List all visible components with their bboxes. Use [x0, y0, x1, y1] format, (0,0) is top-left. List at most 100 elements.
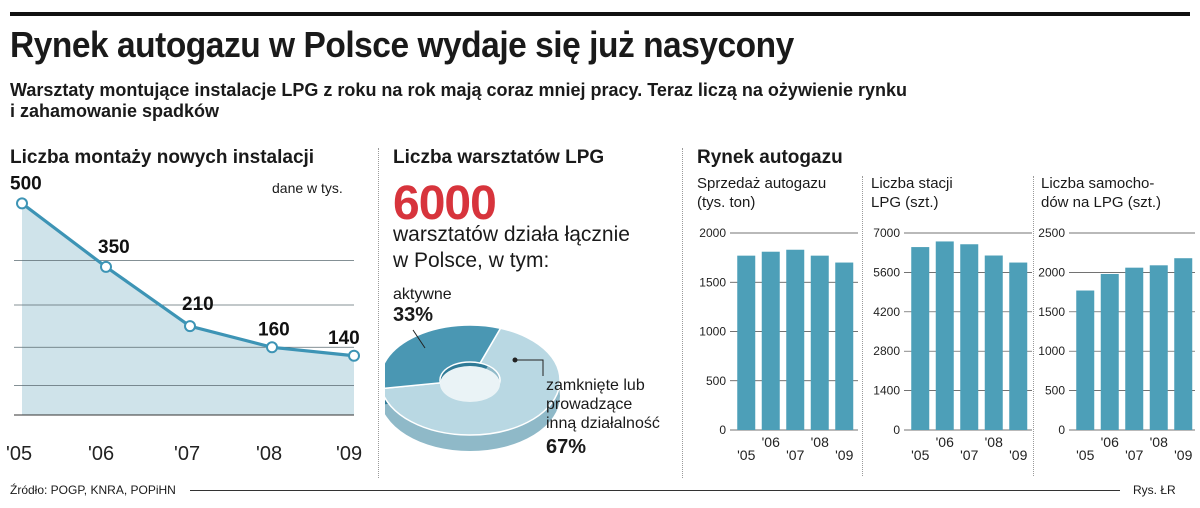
y-tick-label: 2500 — [1038, 226, 1065, 240]
closed-label: zamknięte lub prowadzące inną działalnoś… — [546, 376, 660, 433]
bar — [1149, 265, 1168, 430]
data-label: 350 — [98, 237, 130, 258]
y-tick-label: 1500 — [1038, 305, 1065, 319]
sales-title: Sprzedaż autogazu (tys. ton) — [697, 174, 826, 212]
x-tick-label: '05 — [911, 447, 929, 463]
x-tick-label: '09 — [336, 443, 362, 465]
cars-bar-chart: 0 500 1000 1500 2000 2500 '05 '06 '07 '08 '09 — [1038, 226, 1195, 463]
stations-bar-chart: 0 1400 2800 4200 5600 7000 '05 '06 '07 '08 '09 — [873, 226, 1032, 463]
y-tick-label: 500 — [1045, 384, 1065, 398]
bar — [1125, 267, 1144, 430]
y-tick-label: 1000 — [699, 325, 726, 339]
closed-label-line-2: prowadzące — [546, 396, 633, 413]
y-tick-label: 0 — [893, 423, 900, 437]
bar — [935, 241, 954, 430]
x-tick-label: '09 — [1009, 447, 1027, 463]
workshops-desc-line-1: warsztatów działa łącznie — [393, 223, 630, 246]
subtitle-line-1: Warsztaty montujące instalacje LPG z rok… — [10, 80, 907, 100]
headline: Rynek autogazu w Polsce wydaje się już n… — [10, 24, 794, 65]
bar — [911, 247, 930, 430]
area-fill — [22, 203, 354, 415]
closed-value: 67% — [546, 436, 587, 458]
data-label: 500 — [10, 173, 42, 194]
y-tick-label: 1000 — [1038, 344, 1065, 358]
bar — [984, 255, 1003, 430]
y-tick-label: 7000 — [873, 226, 900, 240]
bar — [786, 249, 805, 430]
donut-hole — [440, 366, 500, 402]
workshops-desc-line-2: w Polsce, w tym: — [393, 249, 550, 272]
bar — [1009, 262, 1028, 430]
workshops-description: warsztatów działa łącznie w Polsce, w ty… — [393, 222, 673, 274]
cars-title-line-2: dów na LPG (szt.) — [1041, 194, 1162, 211]
data-point — [348, 349, 360, 362]
x-tick-label: '07 — [960, 447, 978, 463]
bar — [1100, 273, 1119, 430]
workshops-donut-chart — [385, 324, 561, 451]
stations-title-line-1: Liczba stacji — [871, 175, 953, 192]
x-tick-label: '09 — [1174, 447, 1192, 463]
bar — [1174, 258, 1193, 430]
section-divider-1 — [378, 148, 379, 478]
x-tick-label: '06 — [88, 443, 114, 465]
x-tick-label: '05 — [1076, 447, 1094, 463]
closed-label-line-3: inną działalność — [546, 415, 660, 432]
bar — [761, 251, 780, 430]
mini-divider-1 — [862, 176, 863, 476]
y-tick-label: 2000 — [699, 226, 726, 240]
leader-dot — [512, 357, 518, 363]
x-tick-label: '08 — [985, 434, 1003, 450]
x-tick-label: '05 — [737, 447, 755, 463]
y-tick-label: 0 — [1058, 423, 1065, 437]
bar — [960, 244, 979, 430]
stations-title: Liczba stacji LPG (szt.) — [871, 174, 953, 212]
bar — [835, 262, 854, 430]
y-tick-label: 1400 — [873, 384, 900, 398]
x-tick-label: '05 — [6, 443, 32, 465]
x-tick-label: '08 — [256, 443, 282, 465]
y-tick-label: 2000 — [1038, 265, 1065, 279]
subtitle: Warsztaty montujące instalacje LPG z rok… — [10, 80, 1160, 122]
active-value: 33% — [393, 304, 434, 326]
installations-title: Liczba montaży nowych instalacji — [10, 147, 315, 168]
x-tick-label: '07 — [174, 443, 200, 465]
x-tick-label: '06 — [1101, 434, 1119, 450]
section-divider-2 — [682, 148, 683, 478]
y-tick-label: 2800 — [873, 344, 900, 358]
y-tick-label: 5600 — [873, 265, 900, 279]
data-point — [16, 197, 28, 210]
leader-line-closed — [515, 359, 544, 376]
donut-slice-active — [385, 324, 502, 389]
workshops-title: Liczba warsztatów LPG — [393, 147, 605, 168]
data-label: 210 — [182, 294, 214, 315]
data-point — [266, 341, 278, 354]
bar — [737, 255, 756, 430]
footer-rule — [190, 490, 1120, 491]
data-point — [100, 260, 112, 273]
y-tick-label: 500 — [706, 374, 726, 388]
y-tick-label: 4200 — [873, 305, 900, 319]
data-point — [184, 320, 196, 333]
sales-title-line-2: (tys. ton) — [697, 194, 756, 211]
x-tick-label: '07 — [1125, 447, 1143, 463]
bar — [1076, 290, 1095, 430]
active-label: aktywne — [393, 286, 452, 303]
top-rule — [10, 12, 1190, 16]
y-tick-label: 1500 — [699, 275, 726, 289]
stations-title-line-2: LPG (szt.) — [871, 194, 939, 211]
sales-bar-chart: 0 500 1000 1500 2000 '05 '06 '07 '08 '09 — [699, 226, 858, 463]
market-title: Rynek autogazu — [697, 147, 843, 168]
closed-label-line-1: zamknięte lub — [546, 377, 645, 394]
leader-line-active — [412, 329, 426, 349]
cars-title-line-1: Liczba samocho- — [1041, 175, 1155, 192]
sales-title-line-1: Sprzedaż autogazu — [697, 175, 827, 192]
y-tick-label: 0 — [719, 423, 726, 437]
mini-divider-2 — [1033, 176, 1034, 476]
x-tick-label: '06 — [762, 434, 780, 450]
bar — [810, 255, 829, 430]
unit-note: dane w tys. — [272, 180, 343, 196]
x-tick-label: '08 — [1150, 434, 1168, 450]
x-tick-label: '08 — [811, 434, 829, 450]
data-label: 160 — [258, 319, 290, 340]
source-note: Źródło: POGP, KNRA, POPiHN — [10, 483, 176, 497]
